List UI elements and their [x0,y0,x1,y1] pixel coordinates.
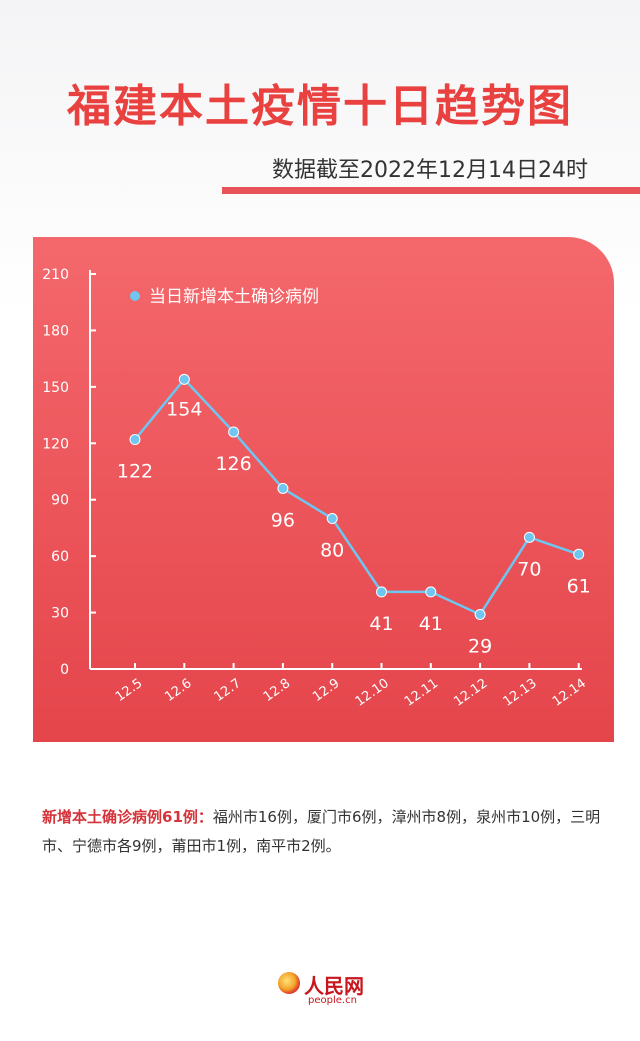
legend-marker [130,291,140,301]
data-label: 70 [517,558,541,580]
data-point [178,373,190,385]
legend-label: 当日新增本土确诊病例 [149,287,319,307]
data-point [573,548,585,560]
y-tick-label: 90 [51,493,69,509]
data-label: 80 [320,540,344,562]
y-tick-label: 120 [42,436,69,452]
data-point [129,434,141,446]
data-point [376,586,387,598]
note-lead: 新增本土确诊病例61例： [42,808,213,826]
y-tick-label: 0 [60,662,69,678]
data-point [277,482,289,494]
y-tick-label: 210 [42,267,69,283]
logo-url: people.cn [308,995,357,1006]
x-tick-label: 12.5 [113,676,145,705]
case-breakdown-note: 新增本土确诊病例61例：福州市16例，厦门市6例，漳州市8例，泉州市10例，三明… [42,803,602,861]
x-tick-label: 12.9 [310,676,342,705]
line-chart: 0 30 60 90 120 150 180 210 12.5 12.6 12.7 12.8 12.9 1… [42,267,591,710]
x-tick-label: 12.6 [162,676,194,705]
people-cn-logo: 人民网 people.cn [278,968,388,1008]
data-label: 122 [117,461,153,483]
logo-name: 人民网 [304,974,364,998]
data-point [425,586,437,598]
data-label: 154 [166,398,202,420]
data-label: 29 [468,635,492,657]
page-title: 福建本土疫情十日趋势图 [67,81,573,132]
y-tick-label: 30 [51,606,69,622]
logo-emblem-icon [278,972,300,994]
x-tick-label: 12.13 [501,676,540,710]
divider-bar [222,187,640,194]
x-tick-label: 12.11 [402,676,441,710]
data-point [326,513,338,525]
x-tick-label: 12.7 [212,676,244,705]
x-tick-label: 12.12 [451,676,490,710]
data-cutoff-subtitle: 数据截至2022年12月14日24时 [272,158,588,183]
y-tick-label: 180 [42,323,69,339]
x-tick-label: 12.10 [353,676,392,710]
y-tick-label: 60 [51,549,69,565]
data-label: 126 [215,453,251,475]
data-label: 96 [271,509,295,531]
note-body: 福州市16例，厦门市6例，漳州市8例，泉州市10例，三明市、宁德市各9例，莆田市… [42,808,601,855]
data-point [474,608,486,620]
x-tick-label: 12.14 [550,676,589,710]
data-label: 41 [419,613,443,635]
chart-panel: 0 30 60 90 120 150 180 210 12.5 12.6 12.7 12.8 12.9 1… [33,237,614,742]
x-tick-label: 12.8 [261,676,293,705]
data-point [523,531,535,543]
y-tick-label: 150 [42,380,69,396]
data-label: 61 [567,575,591,597]
data-point [228,426,240,438]
series-line [134,378,580,616]
data-label: 41 [369,613,393,635]
